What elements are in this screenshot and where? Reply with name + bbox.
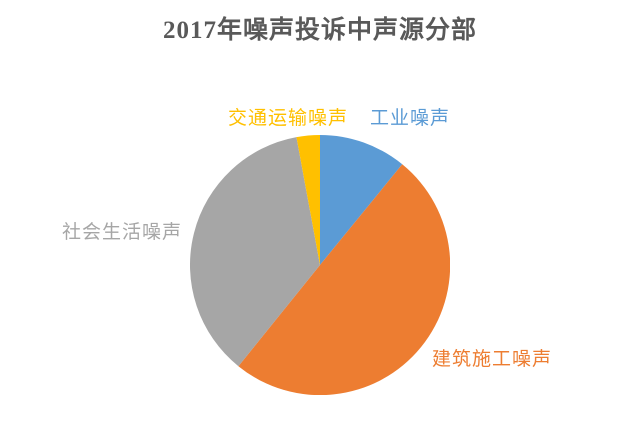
pie-slice-construction <box>238 164 450 395</box>
slice-label-industrial-noise: 工业噪声 <box>370 108 451 129</box>
pie-slice-industrial <box>320 135 403 265</box>
pie-slice-social <box>190 137 320 367</box>
slice-label-traffic-noise: 交通运输噪声 <box>228 108 349 129</box>
pie-slice-traffic <box>296 135 320 265</box>
slice-label-construction-noise: 建筑施工噪声 <box>432 349 553 370</box>
slice-label-social-life-noise: 社会生活噪声 <box>62 222 183 243</box>
pie-chart <box>190 135 450 395</box>
pie-svg <box>190 135 450 395</box>
chart-title: 2017年噪声投诉中声源分部 <box>162 17 477 44</box>
